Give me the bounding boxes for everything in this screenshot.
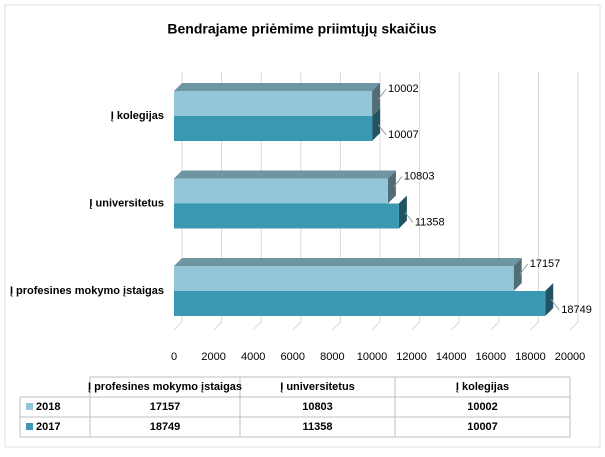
x-tick-label: 6000 — [281, 351, 305, 363]
value-label: 18749 — [561, 304, 592, 316]
grid-floor — [569, 321, 579, 331]
x-tick-label: 2000 — [201, 351, 225, 363]
bar-front — [174, 291, 546, 316]
chart-title: Bendrajame priėmime priimtųjų skaičius — [167, 21, 436, 37]
grid-floor — [292, 321, 302, 331]
bar-front — [174, 116, 373, 141]
grid-floor — [213, 321, 222, 331]
leader-line — [393, 176, 403, 188]
value-label: 17157 — [530, 258, 561, 270]
bar-side — [513, 258, 522, 291]
table-value: 17157 — [150, 401, 181, 413]
leader-line — [377, 124, 387, 136]
grid-floor — [411, 321, 420, 331]
bar — [174, 258, 522, 291]
legend-key — [26, 423, 33, 430]
x-tick-label: 16000 — [476, 351, 507, 363]
x-tick-label: 12000 — [396, 351, 427, 363]
leader-line — [550, 299, 560, 311]
x-tick-label: 0 — [171, 351, 177, 363]
legend-key — [26, 403, 33, 410]
grid-floor — [173, 321, 183, 331]
bar-side — [387, 170, 396, 204]
value-label: 10007 — [388, 129, 419, 141]
value-label: 10002 — [388, 83, 419, 95]
table-header: Į profesines mokymo įstaigas — [88, 381, 242, 393]
bar-side — [398, 195, 407, 229]
bar-front — [174, 203, 399, 229]
bar-top — [174, 258, 522, 266]
bar-top — [174, 170, 396, 179]
bar — [174, 283, 554, 316]
bar-top — [174, 83, 381, 91]
y-tick-label: Į universitetus — [89, 197, 164, 209]
x-tick-label: 4000 — [241, 351, 265, 363]
leader-line — [377, 88, 387, 100]
bar-front — [174, 178, 388, 204]
legend-label: 2017 — [36, 421, 60, 433]
bar — [174, 108, 381, 141]
table-value: 10002 — [467, 401, 498, 413]
bar-front — [174, 266, 514, 291]
y-tick-label: Į profesines mokymo įstaigas — [10, 285, 164, 297]
leader-line — [519, 263, 529, 275]
grid-floor — [252, 321, 262, 331]
table-value: 11358 — [303, 421, 333, 433]
table-value: 10007 — [467, 421, 498, 433]
grid-floor — [450, 321, 460, 331]
x-tick-label: 20000 — [555, 351, 586, 363]
grid-floor — [530, 321, 539, 331]
x-tick-label: 10000 — [357, 351, 388, 363]
grid-floor — [490, 321, 500, 331]
bar — [174, 83, 381, 116]
x-tick-label: 18000 — [515, 351, 546, 363]
table-value: 18749 — [150, 421, 181, 433]
table-header: Į universitetus — [280, 381, 355, 393]
bar-side — [545, 283, 554, 316]
legend-label: 2018 — [36, 401, 60, 413]
bar-side — [372, 108, 381, 141]
bar-front — [174, 91, 373, 116]
grid-floor — [332, 321, 341, 331]
bar — [174, 170, 396, 204]
table-value: 10803 — [302, 401, 333, 413]
y-tick-label: Į kolegijas — [111, 110, 164, 122]
bar — [174, 195, 407, 229]
x-tick-label: 8000 — [320, 351, 344, 363]
x-tick-label: 14000 — [436, 351, 467, 363]
table-header: Į kolegijas — [456, 381, 509, 393]
value-label: 10803 — [404, 170, 435, 182]
grid-floor — [371, 321, 381, 331]
leader-line — [404, 211, 414, 223]
value-label: 11358 — [415, 216, 445, 228]
bar-side — [372, 83, 381, 116]
